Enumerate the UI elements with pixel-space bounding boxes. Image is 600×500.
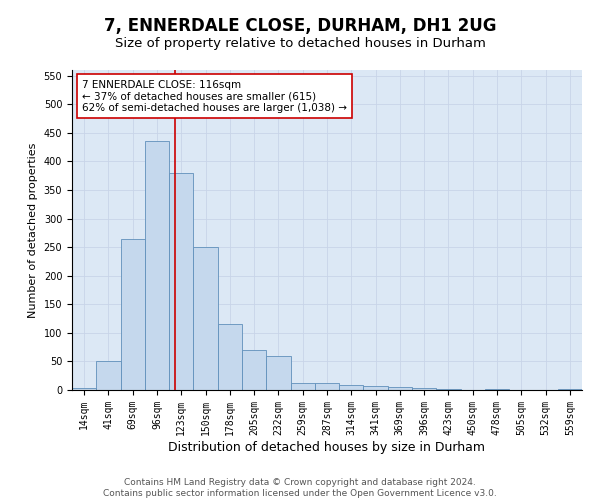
Bar bbox=[388, 386, 412, 390]
Text: 7, ENNERDALE CLOSE, DURHAM, DH1 2UG: 7, ENNERDALE CLOSE, DURHAM, DH1 2UG bbox=[104, 18, 496, 36]
Bar bbox=[96, 362, 121, 390]
Bar bbox=[412, 388, 436, 390]
Text: Size of property relative to detached houses in Durham: Size of property relative to detached ho… bbox=[115, 38, 485, 51]
Bar bbox=[266, 356, 290, 390]
Text: 7 ENNERDALE CLOSE: 116sqm
← 37% of detached houses are smaller (615)
62% of semi: 7 ENNERDALE CLOSE: 116sqm ← 37% of detac… bbox=[82, 80, 347, 113]
Bar bbox=[339, 386, 364, 390]
Bar bbox=[242, 350, 266, 390]
Bar bbox=[193, 247, 218, 390]
Bar bbox=[121, 238, 145, 390]
Bar bbox=[315, 382, 339, 390]
Bar bbox=[218, 324, 242, 390]
Bar bbox=[558, 389, 582, 390]
Bar bbox=[290, 382, 315, 390]
Bar bbox=[72, 388, 96, 390]
Y-axis label: Number of detached properties: Number of detached properties bbox=[28, 142, 38, 318]
Bar bbox=[436, 389, 461, 390]
Bar bbox=[485, 389, 509, 390]
Bar bbox=[364, 386, 388, 390]
Bar bbox=[169, 173, 193, 390]
X-axis label: Distribution of detached houses by size in Durham: Distribution of detached houses by size … bbox=[169, 440, 485, 454]
Bar bbox=[145, 142, 169, 390]
Text: Contains HM Land Registry data © Crown copyright and database right 2024.
Contai: Contains HM Land Registry data © Crown c… bbox=[103, 478, 497, 498]
